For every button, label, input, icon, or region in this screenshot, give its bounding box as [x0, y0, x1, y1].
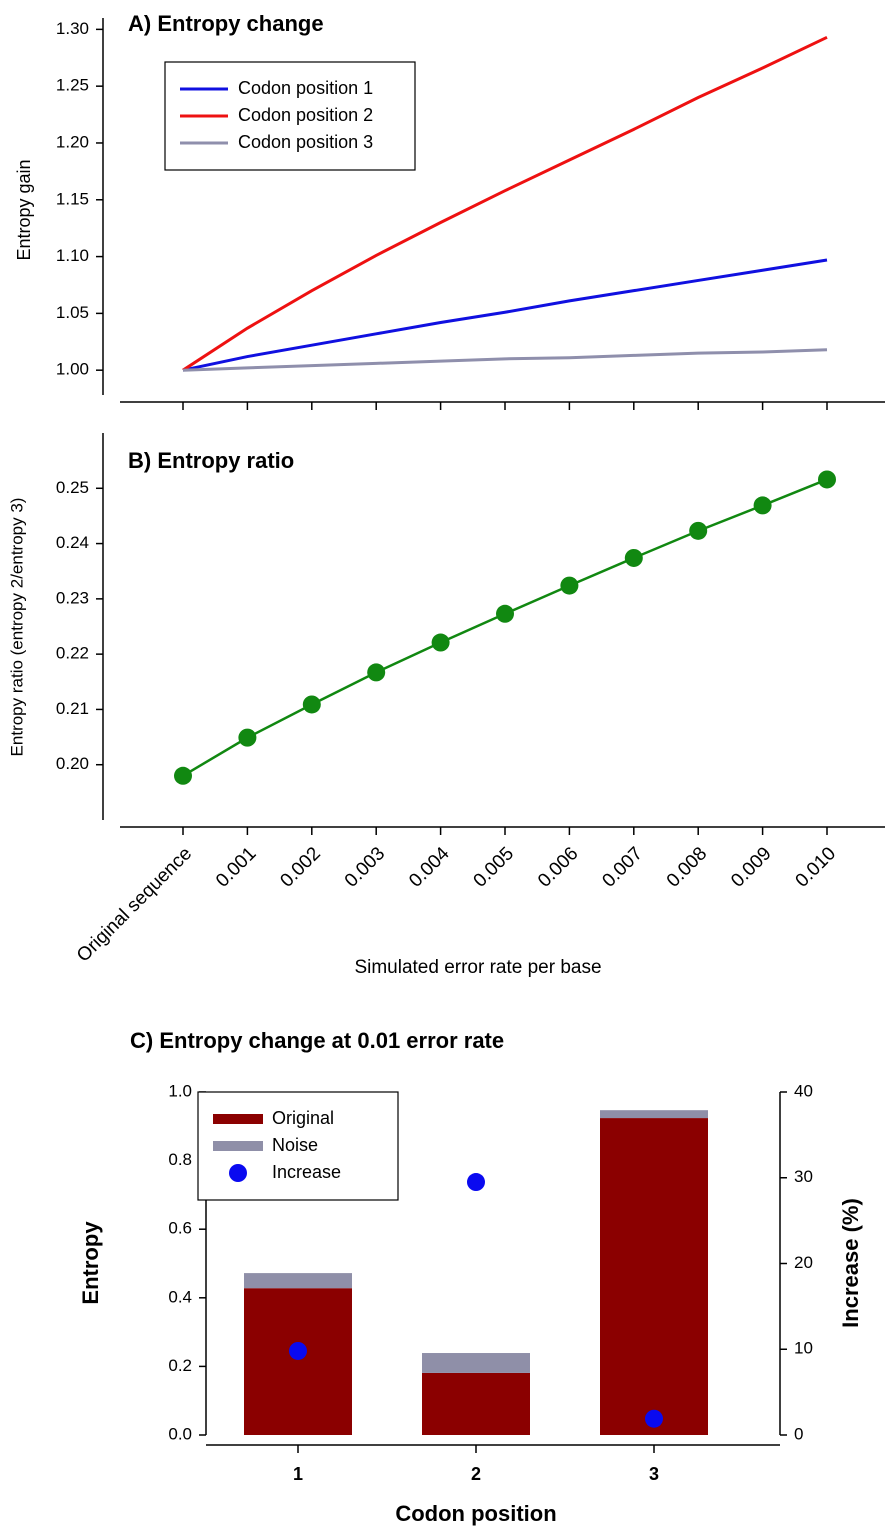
data-point — [174, 766, 192, 785]
bar-segment — [244, 1273, 352, 1289]
y-axis-label: Entropy — [78, 1221, 103, 1305]
data-point — [818, 470, 836, 489]
y-tick-label: 0.24 — [56, 533, 89, 552]
x-axis-label: Simulated error rate per base — [354, 957, 601, 978]
y-tick-label: 0.0 — [168, 1424, 192, 1443]
bar-segment — [422, 1372, 530, 1435]
bar-segment — [244, 1288, 352, 1435]
legend-swatch — [213, 1114, 263, 1124]
y-tick-label: 0.25 — [56, 478, 89, 497]
x-tick-label: 0.009 — [727, 843, 775, 891]
legend-label: Noise — [272, 1135, 318, 1155]
data-point — [496, 604, 514, 623]
legend-label: Codon position 2 — [238, 105, 373, 125]
x-tick-label: 0.006 — [534, 843, 582, 891]
x-tick-label: 0.004 — [405, 843, 454, 892]
y-tick-label: 1.05 — [56, 303, 89, 322]
y2-tick-label: 0 — [794, 1424, 803, 1443]
y-tick-label: 0.23 — [56, 588, 89, 607]
bar-segment — [600, 1118, 708, 1435]
y-tick-label: 1.00 — [56, 360, 89, 379]
y2-tick-label: 40 — [794, 1081, 813, 1100]
data-point — [467, 1173, 485, 1192]
legend-swatch — [213, 1141, 263, 1151]
y2-tick-label: 20 — [794, 1253, 813, 1272]
x-tick-label: 1 — [293, 1464, 303, 1484]
x-axis-label: Codon position — [395, 1501, 556, 1526]
y-tick-label: 0.20 — [56, 754, 89, 773]
data-point — [367, 663, 386, 682]
legend-label: Codon position 1 — [238, 78, 373, 98]
data-point — [560, 576, 579, 595]
data-point — [753, 496, 772, 515]
x-tick-label: 3 — [649, 1464, 659, 1484]
panel-title: C) Entropy change at 0.01 error rate — [130, 1028, 504, 1053]
y-tick-label: 0.2 — [168, 1356, 192, 1375]
y-tick-label: 1.20 — [56, 132, 89, 151]
y-tick-label: 0.8 — [168, 1150, 192, 1169]
y-tick-label: 1.10 — [56, 246, 89, 265]
y-tick-label: 0.22 — [56, 644, 89, 663]
x-tick-label: 0.008 — [663, 843, 711, 891]
x-tick-label: 0.003 — [341, 843, 389, 891]
y-tick-label: 0.6 — [168, 1219, 192, 1238]
y2-tick-label: 10 — [794, 1339, 813, 1358]
data-line — [182, 348, 828, 372]
x-tick-label: 0.007 — [598, 843, 646, 891]
data-point — [238, 728, 257, 747]
legend-label: Original — [272, 1108, 334, 1128]
y-tick-label: 1.15 — [56, 189, 89, 208]
data-point — [431, 633, 450, 652]
y-tick-label: 0.21 — [56, 699, 89, 718]
data-line — [182, 258, 828, 372]
data-point — [645, 1409, 663, 1428]
x-tick-label: 0.005 — [470, 843, 518, 891]
x-tick-label: 2 — [471, 1464, 481, 1484]
data-point — [624, 548, 643, 567]
data-point — [289, 1341, 307, 1360]
x-tick-label: 0.001 — [212, 843, 260, 891]
data-line — [182, 35, 828, 372]
y-axis-label: Entropy ratio (entropy 2/entropy 3) — [7, 498, 26, 757]
data-point — [689, 521, 708, 540]
y2-axis-label: Increase (%) — [838, 1198, 863, 1328]
y-axis-label: Entropy gain — [14, 159, 34, 260]
panel-title: B) Entropy ratio — [128, 448, 294, 473]
bar-segment — [422, 1353, 530, 1373]
x-tick-label: 0.010 — [792, 843, 840, 891]
legend-swatch — [229, 1164, 247, 1182]
bar-segment — [600, 1110, 708, 1119]
y-tick-label: 1.0 — [168, 1081, 192, 1100]
y-tick-label: 0.4 — [168, 1287, 192, 1306]
legend-label: Codon position 3 — [238, 132, 373, 152]
y-tick-label: 1.25 — [56, 76, 89, 95]
legend-label: Increase — [272, 1162, 341, 1182]
x-tick-label: 0.002 — [276, 843, 324, 891]
data-point — [302, 695, 321, 714]
y2-tick-label: 30 — [794, 1167, 813, 1186]
x-tick-label: Original sequence — [73, 843, 196, 966]
y-tick-label: 1.30 — [56, 19, 89, 38]
data-line — [182, 478, 828, 777]
panel-title: A) Entropy change — [128, 11, 324, 36]
